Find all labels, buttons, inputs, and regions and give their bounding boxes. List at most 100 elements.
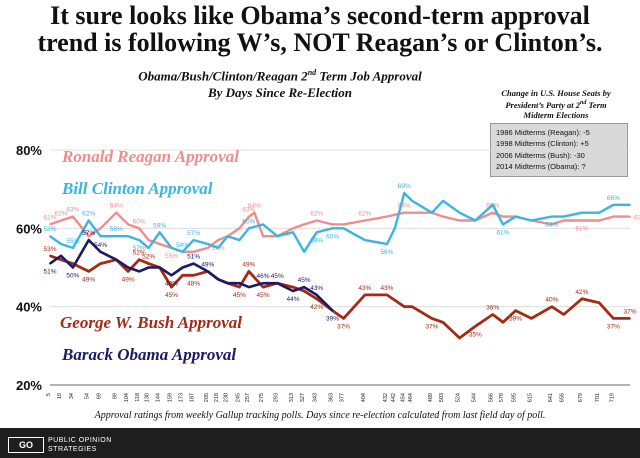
data-point: [292, 227, 294, 230]
logo-icon: GO: [8, 437, 44, 453]
data-label: 37%: [425, 323, 438, 330]
data-point: [158, 231, 161, 234]
x-tick-label: 656: [560, 393, 566, 402]
legend-label: George W. Bush Approval: [60, 313, 242, 332]
data-point: [49, 262, 51, 265]
midterm-row-obama: 2014 Midterms (Obama): ?: [496, 162, 586, 172]
data-label: 37%: [607, 323, 620, 330]
data-label: 49%: [82, 276, 95, 283]
midterm-title-line-2-tail: Term: [586, 99, 607, 110]
data-point: [147, 266, 150, 269]
data-point: [292, 290, 294, 292]
data-point: [442, 215, 444, 218]
data-label: 59%: [310, 237, 323, 244]
data-point: [247, 286, 250, 288]
data-label: 62%: [358, 211, 371, 218]
data-point: [629, 215, 631, 218]
data-label: 42%: [575, 289, 588, 296]
x-tick-label: 54: [85, 393, 91, 399]
data-label: 64%: [398, 203, 411, 210]
data-point: [386, 215, 388, 218]
data-point: [238, 227, 241, 230]
data-point: [170, 274, 173, 277]
data-point: [276, 235, 279, 238]
x-tick-label: 442: [391, 393, 397, 402]
data-point: [138, 270, 141, 273]
data-label: 61%: [575, 226, 588, 233]
data-label: 57%: [187, 230, 200, 237]
data-label: 37%: [623, 308, 636, 315]
logo-line-1: PUBLIC OPINION: [48, 437, 112, 444]
data-point: [431, 317, 433, 320]
data-label: 61%: [43, 214, 56, 221]
data-point: [363, 219, 366, 222]
x-tick-label: 544: [471, 393, 477, 402]
x-tick-label: 489: [428, 393, 434, 402]
y-tick-label: 20%: [16, 378, 42, 393]
data-point: [629, 203, 631, 206]
subtitle-line-1: Obama/Bush/Clinton/Reagan 2nd Term Job A…: [100, 64, 460, 84]
data-label: 58%: [43, 226, 56, 233]
data-label: 37%: [337, 323, 350, 330]
midterm-title-line-2-text: President’s Party at 2: [505, 99, 581, 110]
data-point: [502, 223, 504, 226]
data-point: [562, 313, 565, 316]
data-point: [217, 239, 219, 241]
data-label: 52%: [133, 250, 146, 257]
data-point: [262, 235, 264, 238]
data-point: [262, 223, 264, 226]
data-point: [87, 239, 90, 241]
data-point: [49, 223, 51, 226]
midterm-title-line-1: Change in U.S. House Seats by: [501, 88, 611, 98]
data-point: [147, 262, 150, 265]
data-point: [238, 239, 241, 241]
data-point: [550, 223, 553, 226]
data-point: [342, 223, 345, 226]
data-point: [598, 211, 601, 214]
x-tick-label: 566: [489, 393, 495, 402]
x-tick-label: 69: [97, 393, 103, 399]
data-point: [550, 305, 553, 308]
data-label: 51%: [43, 269, 56, 276]
midterm-row-reagan: 1986 Midterms (Reagan): -5: [496, 127, 590, 137]
data-point: [403, 211, 406, 214]
data-label: 35%: [469, 331, 482, 338]
data-label: 36%: [486, 305, 499, 312]
midterm-title-line-3: Midterm Elections: [523, 109, 589, 120]
data-point: [442, 321, 444, 324]
data-point: [138, 239, 141, 241]
data-label: 58%: [110, 226, 123, 233]
data-point: [115, 235, 118, 238]
data-point: [315, 297, 318, 300]
data-point: [99, 262, 102, 265]
x-tick-label: 719: [609, 393, 615, 402]
data-point: [226, 282, 229, 285]
approval-chart: 20% 40% 60% 80% 5 19 34 54 69 89 104 118 130 144 159 17…: [16, 143, 640, 402]
x-tick-label: 641: [548, 393, 554, 402]
x-tick-label: 118: [135, 393, 141, 402]
data-point: [181, 250, 184, 253]
data-point: [514, 309, 517, 312]
midterm-title-line-2: President’s Party at 2nd Term: [480, 98, 632, 110]
x-tick-label: 454: [400, 393, 406, 402]
data-point: [530, 317, 533, 320]
data-label: 60%: [326, 233, 339, 240]
y-tick-label: 60%: [16, 221, 42, 236]
data-point: [491, 203, 494, 206]
data-point: [411, 200, 414, 202]
x-tick-label: 275: [259, 393, 265, 402]
data-point: [99, 235, 102, 238]
x-tick-label: 205: [204, 393, 210, 402]
data-point: [99, 250, 102, 253]
data-point: [331, 309, 334, 312]
data-point: [192, 274, 195, 277]
data-point: [403, 305, 406, 308]
data-label: 50%: [66, 273, 79, 280]
data-point: [393, 227, 396, 230]
data-label: 49%: [201, 261, 214, 268]
data-point: [49, 254, 51, 257]
data-label: 43%: [380, 285, 393, 292]
logo-text: PUBLIC OPINION STRATEGIES: [48, 436, 112, 454]
data-label: 42%: [310, 304, 323, 311]
data-label: 56%: [380, 249, 393, 256]
